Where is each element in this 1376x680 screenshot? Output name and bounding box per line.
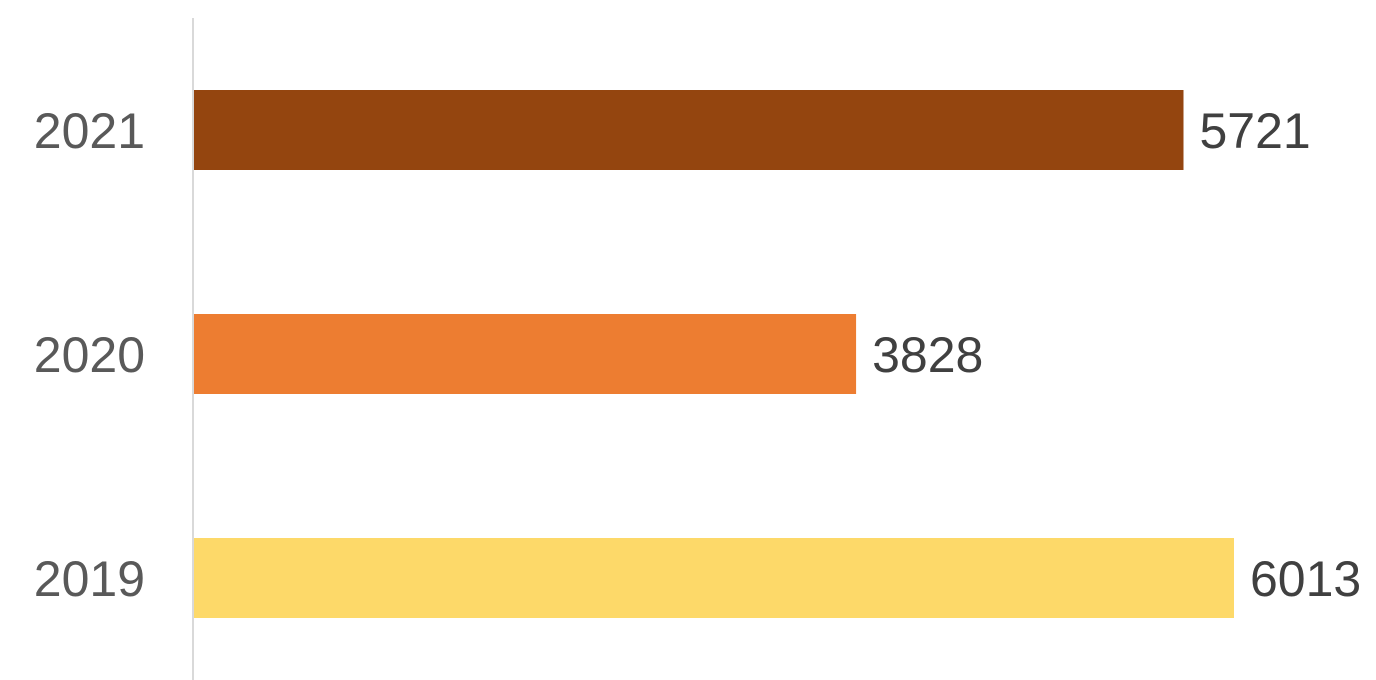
bar-2021	[194, 90, 1184, 170]
value-label-2021: 5721	[1199, 103, 1310, 159]
bar-2019	[194, 538, 1234, 618]
labels-layer: 2021 5721 2020 3828 2019 6013	[34, 103, 1361, 607]
category-label-2020: 2020	[34, 327, 145, 383]
bar-2020	[194, 314, 857, 394]
category-label-2019: 2019	[34, 551, 145, 607]
value-label-2019: 6013	[1250, 551, 1361, 607]
category-label-2021: 2021	[34, 103, 145, 159]
bars-layer	[194, 90, 1234, 618]
value-label-2020: 3828	[872, 327, 983, 383]
